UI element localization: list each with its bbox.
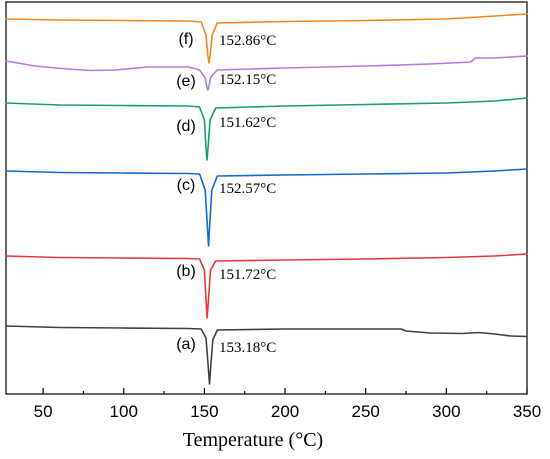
x-axis-title: Temperature (°C) (183, 429, 323, 451)
x-tick-label-300: 300 (432, 402, 460, 421)
peak-temp-label-6: 152.86°C (219, 33, 276, 49)
x-tick-label-150: 150 (190, 402, 218, 421)
curve-label-6: (f) (178, 31, 193, 48)
x-tick-label-250: 250 (352, 402, 380, 421)
labels-layer: (a) 153.18°C (b) 151.72°C (c) 152.57°C (d) 151.… (176, 31, 276, 356)
series-line-3 (5, 168, 528, 247)
peak-temp-label-5: 152.15°C (219, 72, 276, 88)
x-tick-label-200: 200 (271, 402, 299, 421)
x-tick-label-50: 50 (34, 402, 53, 421)
peak-temp-label-4: 151.62°C (219, 115, 276, 131)
series-line-1 (5, 325, 528, 385)
curve-label-1: (a) (176, 336, 196, 353)
series-line-4 (5, 97, 528, 161)
curve-label-4: (d) (176, 118, 196, 135)
ticks-layer: 50 100 150 200 250 300 350 (34, 388, 541, 421)
curves-layer (5, 13, 528, 385)
x-tick-label-100: 100 (110, 402, 138, 421)
peak-temp-label-2: 151.72°C (219, 267, 276, 283)
x-tick-label-350: 350 (513, 402, 541, 421)
peak-temp-label-3: 152.57°C (219, 181, 276, 197)
series-line-2 (5, 253, 528, 319)
peak-temp-label-1: 153.18°C (219, 340, 276, 356)
series-line-5 (5, 55, 528, 91)
curve-label-5: (e) (176, 73, 196, 90)
curve-label-3: (c) (177, 177, 196, 194)
series-line-6 (5, 13, 528, 64)
plot-frame (5, 1, 528, 395)
curve-label-2: (b) (176, 263, 196, 280)
